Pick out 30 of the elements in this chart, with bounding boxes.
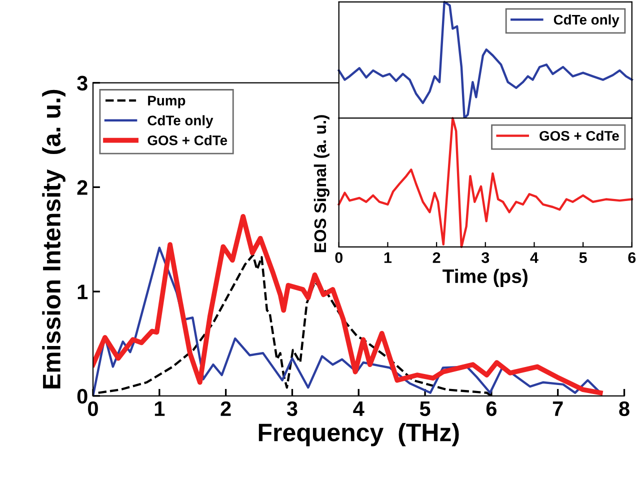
y-tick-label: 2 bbox=[77, 180, 88, 195]
x-tick-label: 5 bbox=[420, 402, 430, 416]
x-tick-label: 0 bbox=[88, 401, 98, 416]
y-axis-title: EOS Signal (a. u.) bbox=[314, 115, 330, 252]
y-tick-label: 3 bbox=[77, 76, 88, 91]
x-tick-label: 2 bbox=[220, 401, 231, 416]
x-tick-label: 1 bbox=[154, 402, 165, 416]
y-tick-label: 1 bbox=[78, 284, 88, 300]
y-tick-label: 0 bbox=[77, 388, 88, 404]
x-tick-label: 4 bbox=[530, 252, 538, 263]
x-tick-label: 0 bbox=[335, 252, 343, 264]
legend-label: CdTe only bbox=[554, 14, 620, 28]
legend-label: GOS + CdTe bbox=[540, 130, 619, 141]
x-tick-label: 5 bbox=[579, 252, 587, 264]
y-axis-title: Emission Intensity (a. u.) bbox=[42, 90, 66, 388]
x-axis-title: Frequency (THz) bbox=[258, 422, 459, 446]
x-tick-label: 8 bbox=[619, 401, 630, 416]
x-tick-label: 6 bbox=[628, 252, 636, 264]
x-tick-label: 4 bbox=[353, 402, 364, 416]
x-tick-label: 7 bbox=[552, 402, 563, 416]
x-tick-label: 3 bbox=[481, 252, 490, 264]
x-tick-label: 6 bbox=[486, 401, 496, 416]
x-tick-label: 1 bbox=[384, 252, 392, 263]
x-axis-title: Time (ps) bbox=[442, 268, 528, 287]
legend-label: CdTe only bbox=[148, 115, 214, 128]
x-tick-label: 3 bbox=[286, 401, 298, 416]
line-series bbox=[93, 214, 603, 396]
legend-label: GOS + CdTe bbox=[148, 135, 228, 146]
legend-label: Pump bbox=[148, 96, 186, 108]
x-tick-label: 2 bbox=[432, 252, 440, 263]
